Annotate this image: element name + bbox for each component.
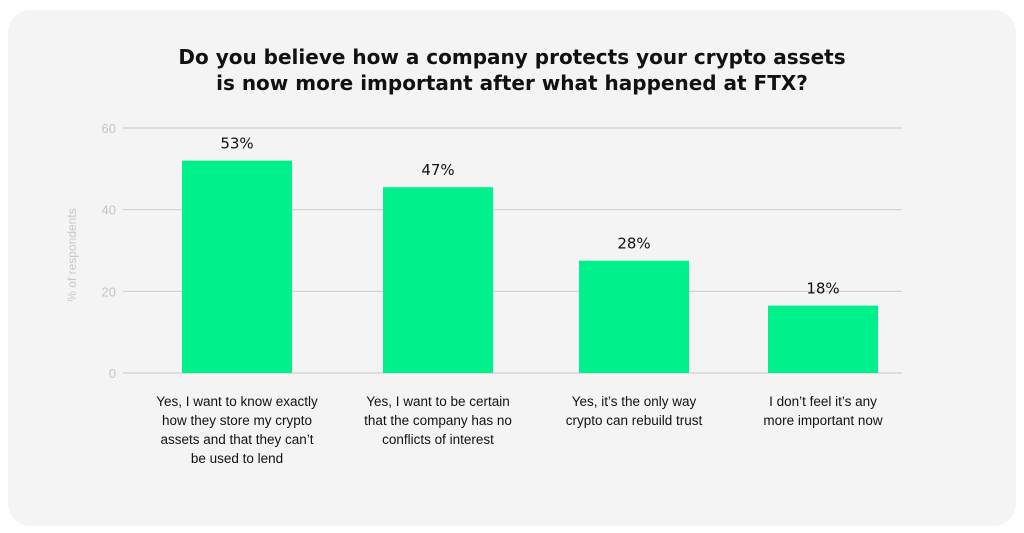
data-label: 47%	[421, 161, 454, 179]
category-label: Yes, I want to be certain that the compan…	[364, 394, 512, 447]
chart-title-line-1: Do you believe how a company protects yo…	[178, 45, 846, 69]
y-tick-label: 40	[102, 203, 116, 218]
data-label: 53%	[220, 135, 253, 153]
chart-title: Do you believe how a company protects yo…	[0, 44, 1024, 96]
category-label-line: Yes, I want to know exactly	[156, 394, 318, 409]
category-label-line: how they store my crypto	[162, 413, 312, 428]
category-label-line: Yes, it’s the only way	[572, 394, 697, 409]
y-tick-label: 60	[102, 121, 116, 136]
chart-card	[8, 10, 1016, 526]
category-label-line: I don’t feel it’s any	[769, 394, 877, 409]
bar	[383, 187, 493, 373]
category-label-line: Yes, I want to be certain	[366, 394, 510, 409]
y-axis-label: % of respondents	[65, 208, 79, 301]
category-label: Yes, I want to know exactly how they stor…	[156, 394, 318, 466]
category-label-line: that the company has no	[364, 413, 512, 428]
category-label-line: conflicts of interest	[382, 432, 494, 447]
y-tick-label: 0	[109, 366, 116, 381]
category-label: I don’t feel it’s any more important now	[763, 394, 883, 428]
category-label-line: assets and that they can’t	[160, 432, 313, 447]
chart-title-line-2: is now more important after what happene…	[216, 71, 808, 95]
data-label: 28%	[617, 235, 650, 253]
category-label: Yes, it’s the only way crypto can rebuild…	[566, 394, 703, 428]
data-label: 18%	[806, 280, 839, 298]
category-label-line: more important now	[763, 413, 883, 428]
bar	[579, 260, 689, 373]
bar	[182, 160, 292, 373]
bar	[768, 305, 878, 373]
y-tick-label: 20	[102, 284, 116, 299]
category-label-line: crypto can rebuild trust	[566, 413, 703, 428]
category-label-line: be used to lend	[191, 451, 283, 466]
